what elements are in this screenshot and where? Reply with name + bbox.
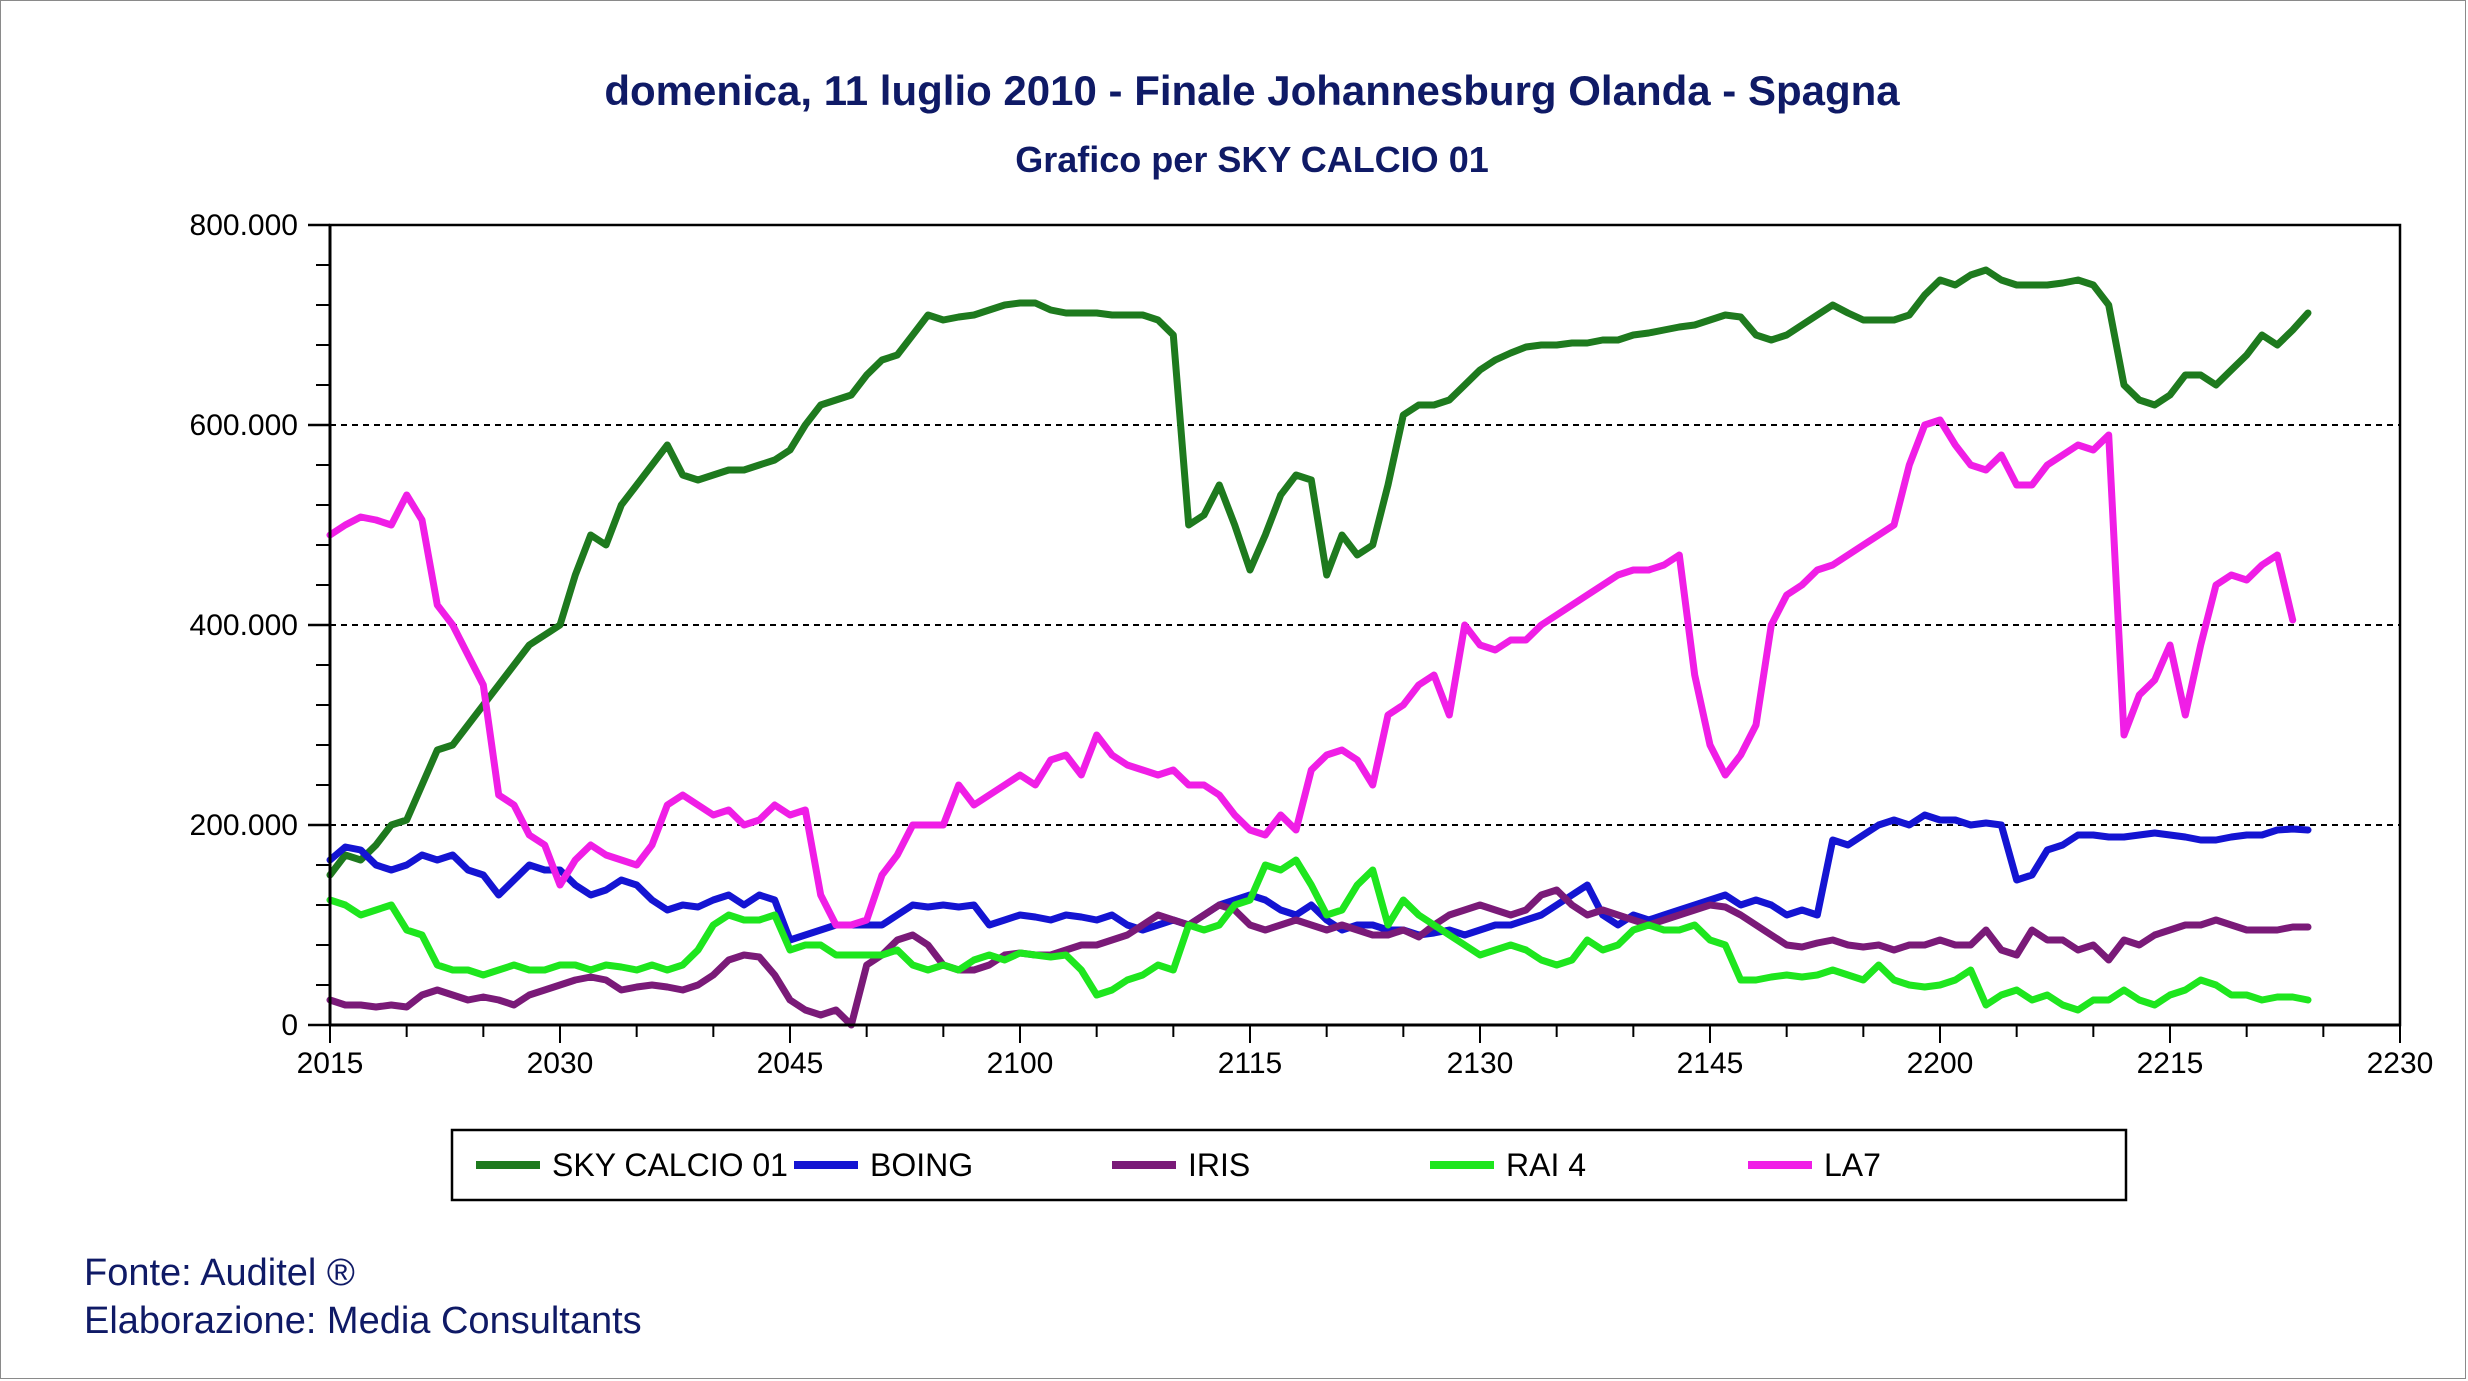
- x-tick-labels: 2015 2030 2045 2100 2115 2130 2145 2200 2215 2230: [297, 1047, 2434, 1080]
- series-line-4: [326, 856, 2312, 1014]
- series-layer: [326, 266, 2312, 1029]
- axes: [308, 223, 2402, 1043]
- source-credit: Fonte: Auditel ®: [84, 1252, 355, 1294]
- legend-label-2: BOING: [870, 1147, 973, 1183]
- y-tick-label: 200.000: [190, 809, 298, 842]
- legend-label-1: SKY CALCIO 01: [552, 1147, 788, 1183]
- x-tick-label: 2215: [2137, 1047, 2204, 1080]
- legend: SKY CALCIO 01 BOING IRIS RAI 4 LA7: [476, 1147, 1881, 1183]
- grid-lines: [330, 424, 2400, 826]
- series-line-2: [326, 811, 2312, 944]
- y-tick-label: 800.000: [190, 209, 298, 242]
- x-tick-label: 2030: [527, 1047, 594, 1080]
- x-tick-label: 2130: [1447, 1047, 1514, 1080]
- chart-subtitle: Grafico per SKY CALCIO 01: [1015, 139, 1488, 180]
- legend-box: [450, 1128, 2128, 1202]
- legend-label-4: RAI 4: [1506, 1147, 1586, 1183]
- series-line-3: [326, 886, 2312, 1029]
- x-tick-label: 2230: [2367, 1047, 2434, 1080]
- elaboration-credit: Elaborazione: Media Consultants: [84, 1300, 642, 1342]
- series-line-1: [326, 266, 2312, 879]
- y-tick-label: 600.000: [190, 409, 298, 442]
- y-tick-label: 400.000: [190, 609, 298, 642]
- x-tick-label: 2045: [757, 1047, 824, 1080]
- y-tick-label: 0: [281, 1009, 298, 1042]
- chart-title: domenica, 11 luglio 2010 - Finale Johann…: [604, 67, 1900, 114]
- x-tick-label: 2115: [1218, 1047, 1283, 1080]
- x-tick-label: 2100: [987, 1047, 1054, 1080]
- legend-label-5: LA7: [1824, 1147, 1881, 1183]
- x-tick-label: 2015: [297, 1047, 364, 1080]
- series-line-5: [326, 416, 2297, 929]
- x-tick-label: 2200: [1907, 1047, 1974, 1080]
- y-tick-labels: 0 200.000 400.000 600.000 800.000: [190, 209, 298, 1042]
- legend-label-3: IRIS: [1188, 1147, 1250, 1183]
- x-tick-label: 2145: [1677, 1047, 1744, 1080]
